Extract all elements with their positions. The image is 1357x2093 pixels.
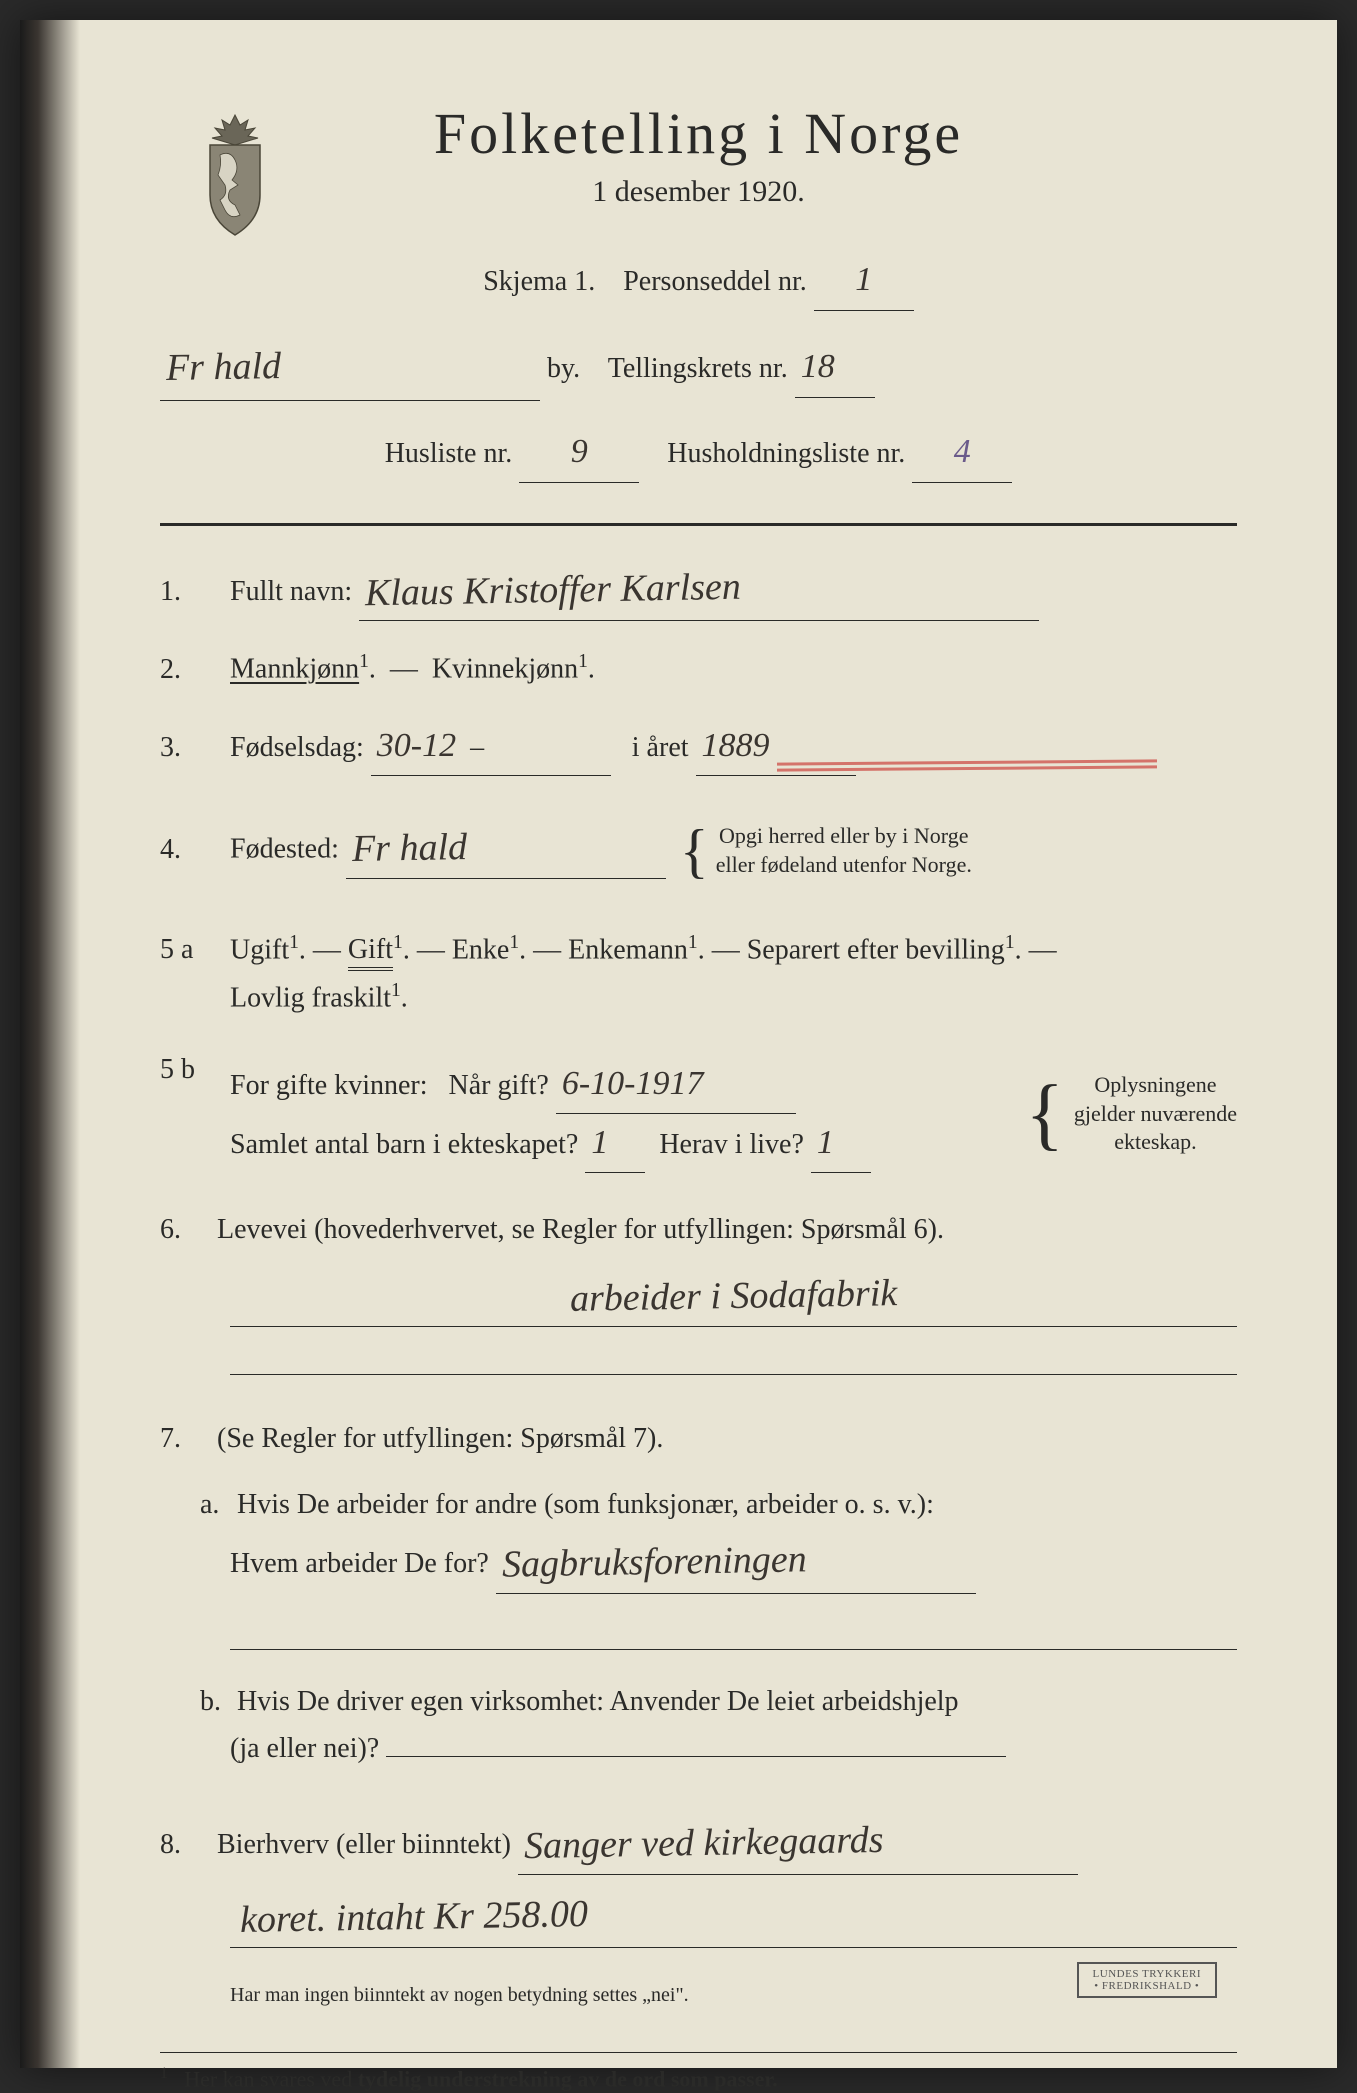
q8-number: 8. xyxy=(160,1821,210,1869)
q7a-text1: Hvis De arbeider for andre (som funksjon… xyxy=(237,1489,934,1520)
form-date: 1 desember 1920. xyxy=(160,175,1237,209)
brace-icon: { xyxy=(1025,1046,1063,1182)
coat-of-arms-icon xyxy=(190,110,280,240)
question-2: 2. Mannkjønn1. — Kvinnekjønn1. xyxy=(160,645,1237,693)
q7-label: (Se Regler for utfyllingen: Spørsmål 7). xyxy=(217,1423,663,1454)
q3-number: 3. xyxy=(160,724,210,772)
q1-value: Klaus Kristoffer Karlsen xyxy=(365,554,742,625)
q5b-note: Oplysningene gjelder nuværende ekteskap. xyxy=(1074,1071,1237,1157)
census-form-document: Folketelling i Norge 1 desember 1920. Sk… xyxy=(20,20,1337,2068)
form-title: Folketelling i Norge xyxy=(160,100,1237,167)
meta-line-1: Skjema 1. Personseddel nr. 1 xyxy=(160,249,1237,311)
q5b-naar-gift-label: Når gift? xyxy=(449,1070,549,1101)
husholdningsliste-value: 4 xyxy=(954,433,971,470)
question-7: 7. (Se Regler for utfyllingen: Spørsmål … xyxy=(160,1415,1237,1773)
printer-stamp: LUNDES TRYKKERI • FREDRIKSHALD • xyxy=(1077,1962,1217,1998)
question-5a: 5 a Ugift1. — Gift1. — Enke1. — Enkemann… xyxy=(160,926,1237,1022)
footnote-marker: 1 xyxy=(160,2065,168,2082)
q7b-text2: (ja eller nei)? xyxy=(230,1733,379,1764)
footnote-text: Her kan svares ved tydelig understreknin… xyxy=(184,2067,777,2092)
q8-value-1: Sanger ved kirkegaards xyxy=(523,1808,884,1879)
question-7a: a. Hvis De arbeider for andre (som funks… xyxy=(200,1481,1237,1650)
husliste-value: 9 xyxy=(571,433,588,470)
q7b-text1: Hvis De driver egen virksomhet: Anvender… xyxy=(237,1686,959,1717)
meta-line-3: Husliste nr. 9 Husholdningsliste nr. 4 xyxy=(160,421,1237,483)
q5a-gift: Gift xyxy=(348,934,393,971)
city-value: Fr hald xyxy=(165,332,281,402)
q7a-text2: Hvem arbeider De for? xyxy=(230,1548,489,1579)
q6-number: 6. xyxy=(160,1206,210,1254)
q5a-ugift: Ugift xyxy=(230,934,289,965)
husholdningsliste-label: Husholdningsliste nr. xyxy=(667,438,905,469)
personseddel-value: 1 xyxy=(855,261,872,298)
q5b-naar-gift-value: 6-10-1917 xyxy=(562,1065,704,1102)
q1-number: 1. xyxy=(160,568,210,616)
q5b-barn-label: Samlet antal barn i ekteskapet? xyxy=(230,1129,578,1160)
question-6: 6. Levevei (hovederhvervet, se Regler fo… xyxy=(160,1206,1237,1375)
q2-number: 2. xyxy=(160,646,210,694)
question-7b: b. Hvis De driver egen virksomhet: Anven… xyxy=(200,1678,1237,1773)
question-3: 3. Fødselsdag: 30-12 – i året 1889 xyxy=(160,717,1237,776)
city-label: by. xyxy=(547,353,580,384)
q5a-enkemann: Enkemann xyxy=(568,934,688,965)
q6-value: arbeider i Sodafabrik xyxy=(569,1261,897,1331)
q5a-enke: Enke xyxy=(452,934,510,965)
question-1: 1. Fullt navn: Klaus Kristoffer Karlsen xyxy=(160,556,1237,622)
q3-day-value: 30-12 xyxy=(377,727,456,764)
questions-section: 1. Fullt navn: Klaus Kristoffer Karlsen … xyxy=(160,556,1237,2013)
q3-year-label: i året xyxy=(632,732,689,763)
q4-value: Fr hald xyxy=(351,815,467,882)
q4-number: 4. xyxy=(160,826,210,874)
meta-section: Skjema 1. Personseddel nr. 1 Fr hald by.… xyxy=(160,249,1237,526)
schema-label: Skjema 1. xyxy=(483,266,595,297)
q4-note: Opgi herred eller by i Norge eller fødel… xyxy=(716,822,972,879)
q8-label: Bierhverv (eller biinntekt) xyxy=(217,1829,511,1860)
husliste-label: Husliste nr. xyxy=(385,438,513,469)
question-8: 8. Bierhverv (eller biinntekt) Sanger ve… xyxy=(160,1809,1237,2012)
document-header: Folketelling i Norge 1 desember 1920. xyxy=(160,100,1237,209)
q1-label: Fullt navn: xyxy=(230,576,352,607)
q5b-number: 5 b xyxy=(160,1046,210,1094)
q7-number: 7. xyxy=(160,1415,210,1463)
q5b-barn-value: 1 xyxy=(591,1124,608,1161)
q5a-separert: Separert efter bevilling xyxy=(747,934,1005,965)
q3-label: Fødselsdag: xyxy=(230,732,364,763)
question-4: 4. Fødested: Fr hald { Opgi herred eller… xyxy=(160,800,1237,902)
q7a-value: Sagbruksforeningen xyxy=(501,1528,807,1598)
tellingskrets-label: Tellingskrets nr. xyxy=(608,353,788,384)
footnote: 1 Her kan svares ved tydelig understrekn… xyxy=(160,2052,1237,2092)
q7a-letter: a. xyxy=(200,1481,230,1529)
brace-icon: { xyxy=(680,800,709,902)
question-5b: 5 b For gifte kvinner: Når gift? 6-10-19… xyxy=(160,1046,1237,1182)
tellingskrets-value: 18 xyxy=(801,348,835,385)
q5b-ilive-value: 1 xyxy=(817,1124,834,1161)
q3-year-value: 1889 xyxy=(702,727,770,764)
q5b-label: For gifte kvinner: xyxy=(230,1070,428,1101)
q7b-letter: b. xyxy=(200,1678,230,1726)
q2-male: Mannkjønn xyxy=(230,654,359,685)
q5a-number: 5 a xyxy=(160,926,210,974)
meta-line-2: Fr hald by. Tellingskrets nr. 18 xyxy=(160,331,1237,400)
q5a-fraskilt: Lovlig fraskilt xyxy=(230,982,391,1013)
q6-label: Levevei (hovederhvervet, se Regler for u… xyxy=(217,1214,944,1245)
personseddel-label: Personseddel nr. xyxy=(623,266,807,297)
q4-label: Fødested: xyxy=(230,834,339,865)
q8-value-2: koret. intaht Kr 258.00 xyxy=(239,1882,588,1953)
q5b-ilive-label: Herav i live? xyxy=(659,1129,804,1160)
q2-female: Kvinnekjønn xyxy=(432,654,578,685)
